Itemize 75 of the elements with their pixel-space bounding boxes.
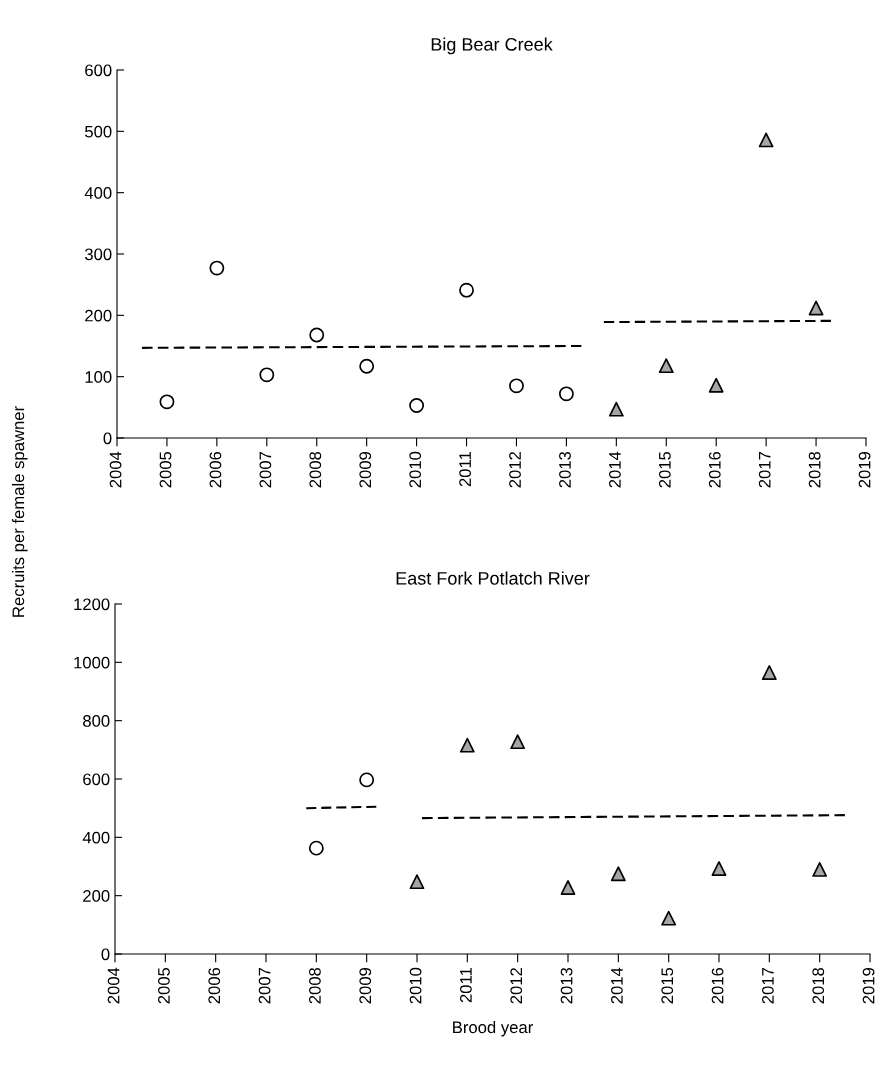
x-tick-label: 2008 [309,967,321,1004]
x-tick-label: 2014 [609,451,621,488]
y-tick-label: 200 [83,890,110,902]
point [359,772,375,788]
x-tick-label: 2007 [258,968,271,1004]
y-tick-label: 0 [101,948,110,961]
point [711,861,727,876]
x-tick-label: 2004 [107,967,120,1004]
x-tick-label: 2013 [559,451,571,488]
point [758,132,774,148]
point [761,665,777,680]
point [812,861,828,877]
point [209,260,225,276]
x-tick-label: 2014 [611,967,623,1004]
x-tick-label: 2012 [510,968,523,1004]
x-tick-label: 2009 [359,451,372,488]
x-tick-label: 2013 [560,967,573,1004]
point [708,377,724,393]
x-tick-label: 2008 [309,451,322,488]
x-tick-label: 2016 [711,967,724,1004]
y-tick-label: 600 [83,773,110,786]
x-tick-label: 2016 [708,451,721,488]
x-tick-label: 2017 [758,452,771,488]
y-tick-label: 200 [85,309,112,322]
x-tick-label: 2006 [209,451,222,488]
point [560,880,576,895]
point [509,378,524,394]
point [259,367,275,383]
chart-title: East Fork Potlatch River [396,571,590,585]
point [309,327,325,343]
x-tick-label: 2009 [359,967,372,1004]
chart-title: Big Bear Creek [431,37,553,55]
x-tick-label: 2010 [409,967,422,1004]
x-tick-label: 2015 [661,967,674,1004]
y-tick-label: 300 [84,248,112,261]
x-tick-label: 2017 [762,968,774,1004]
point [459,737,475,753]
x-tick-label: 2011 [459,452,472,487]
x-tick-label: 2019 [862,967,875,1004]
x-tick-label: 2018 [812,967,825,1004]
x-tick-label: 2015 [658,451,671,488]
x-tick-label: 2005 [158,967,170,1004]
x-tick-label: 2006 [208,967,221,1004]
y-axis-title: Recruits per female spawner [12,406,28,617]
y-tick-label: 0 [103,432,112,445]
y-tick-label: 600 [85,64,112,77]
x-tick-label: 2012 [509,452,521,488]
point [661,910,677,926]
point [608,401,624,417]
x-tick-label: 2005 [159,451,172,488]
x-axis-title: Brood year [453,1020,533,1037]
x-tick-label: 2019 [858,451,871,488]
point [159,394,175,410]
x-tick-label: 2004 [109,451,122,488]
x-tick-label: 2011 [460,968,472,1003]
point [459,282,474,298]
point [409,398,425,413]
y-tick-label: 400 [82,831,110,844]
point [409,874,425,890]
point [558,386,574,402]
y-tick-label: 400 [84,187,112,199]
point [308,840,324,856]
point [808,300,824,316]
y-tick-label: 1200 [74,598,110,611]
point [610,866,626,882]
y-tick-label: 100 [85,371,112,383]
x-tick-label: 2010 [409,451,422,488]
point [510,734,526,750]
point [658,358,674,374]
x-tick-label: 2007 [259,452,272,488]
y-tick-label: 500 [85,125,112,138]
point [359,358,375,374]
x-tick-label: 2018 [808,451,821,488]
y-tick-label: 800 [83,715,110,727]
y-tick-label: 1000 [74,656,110,669]
